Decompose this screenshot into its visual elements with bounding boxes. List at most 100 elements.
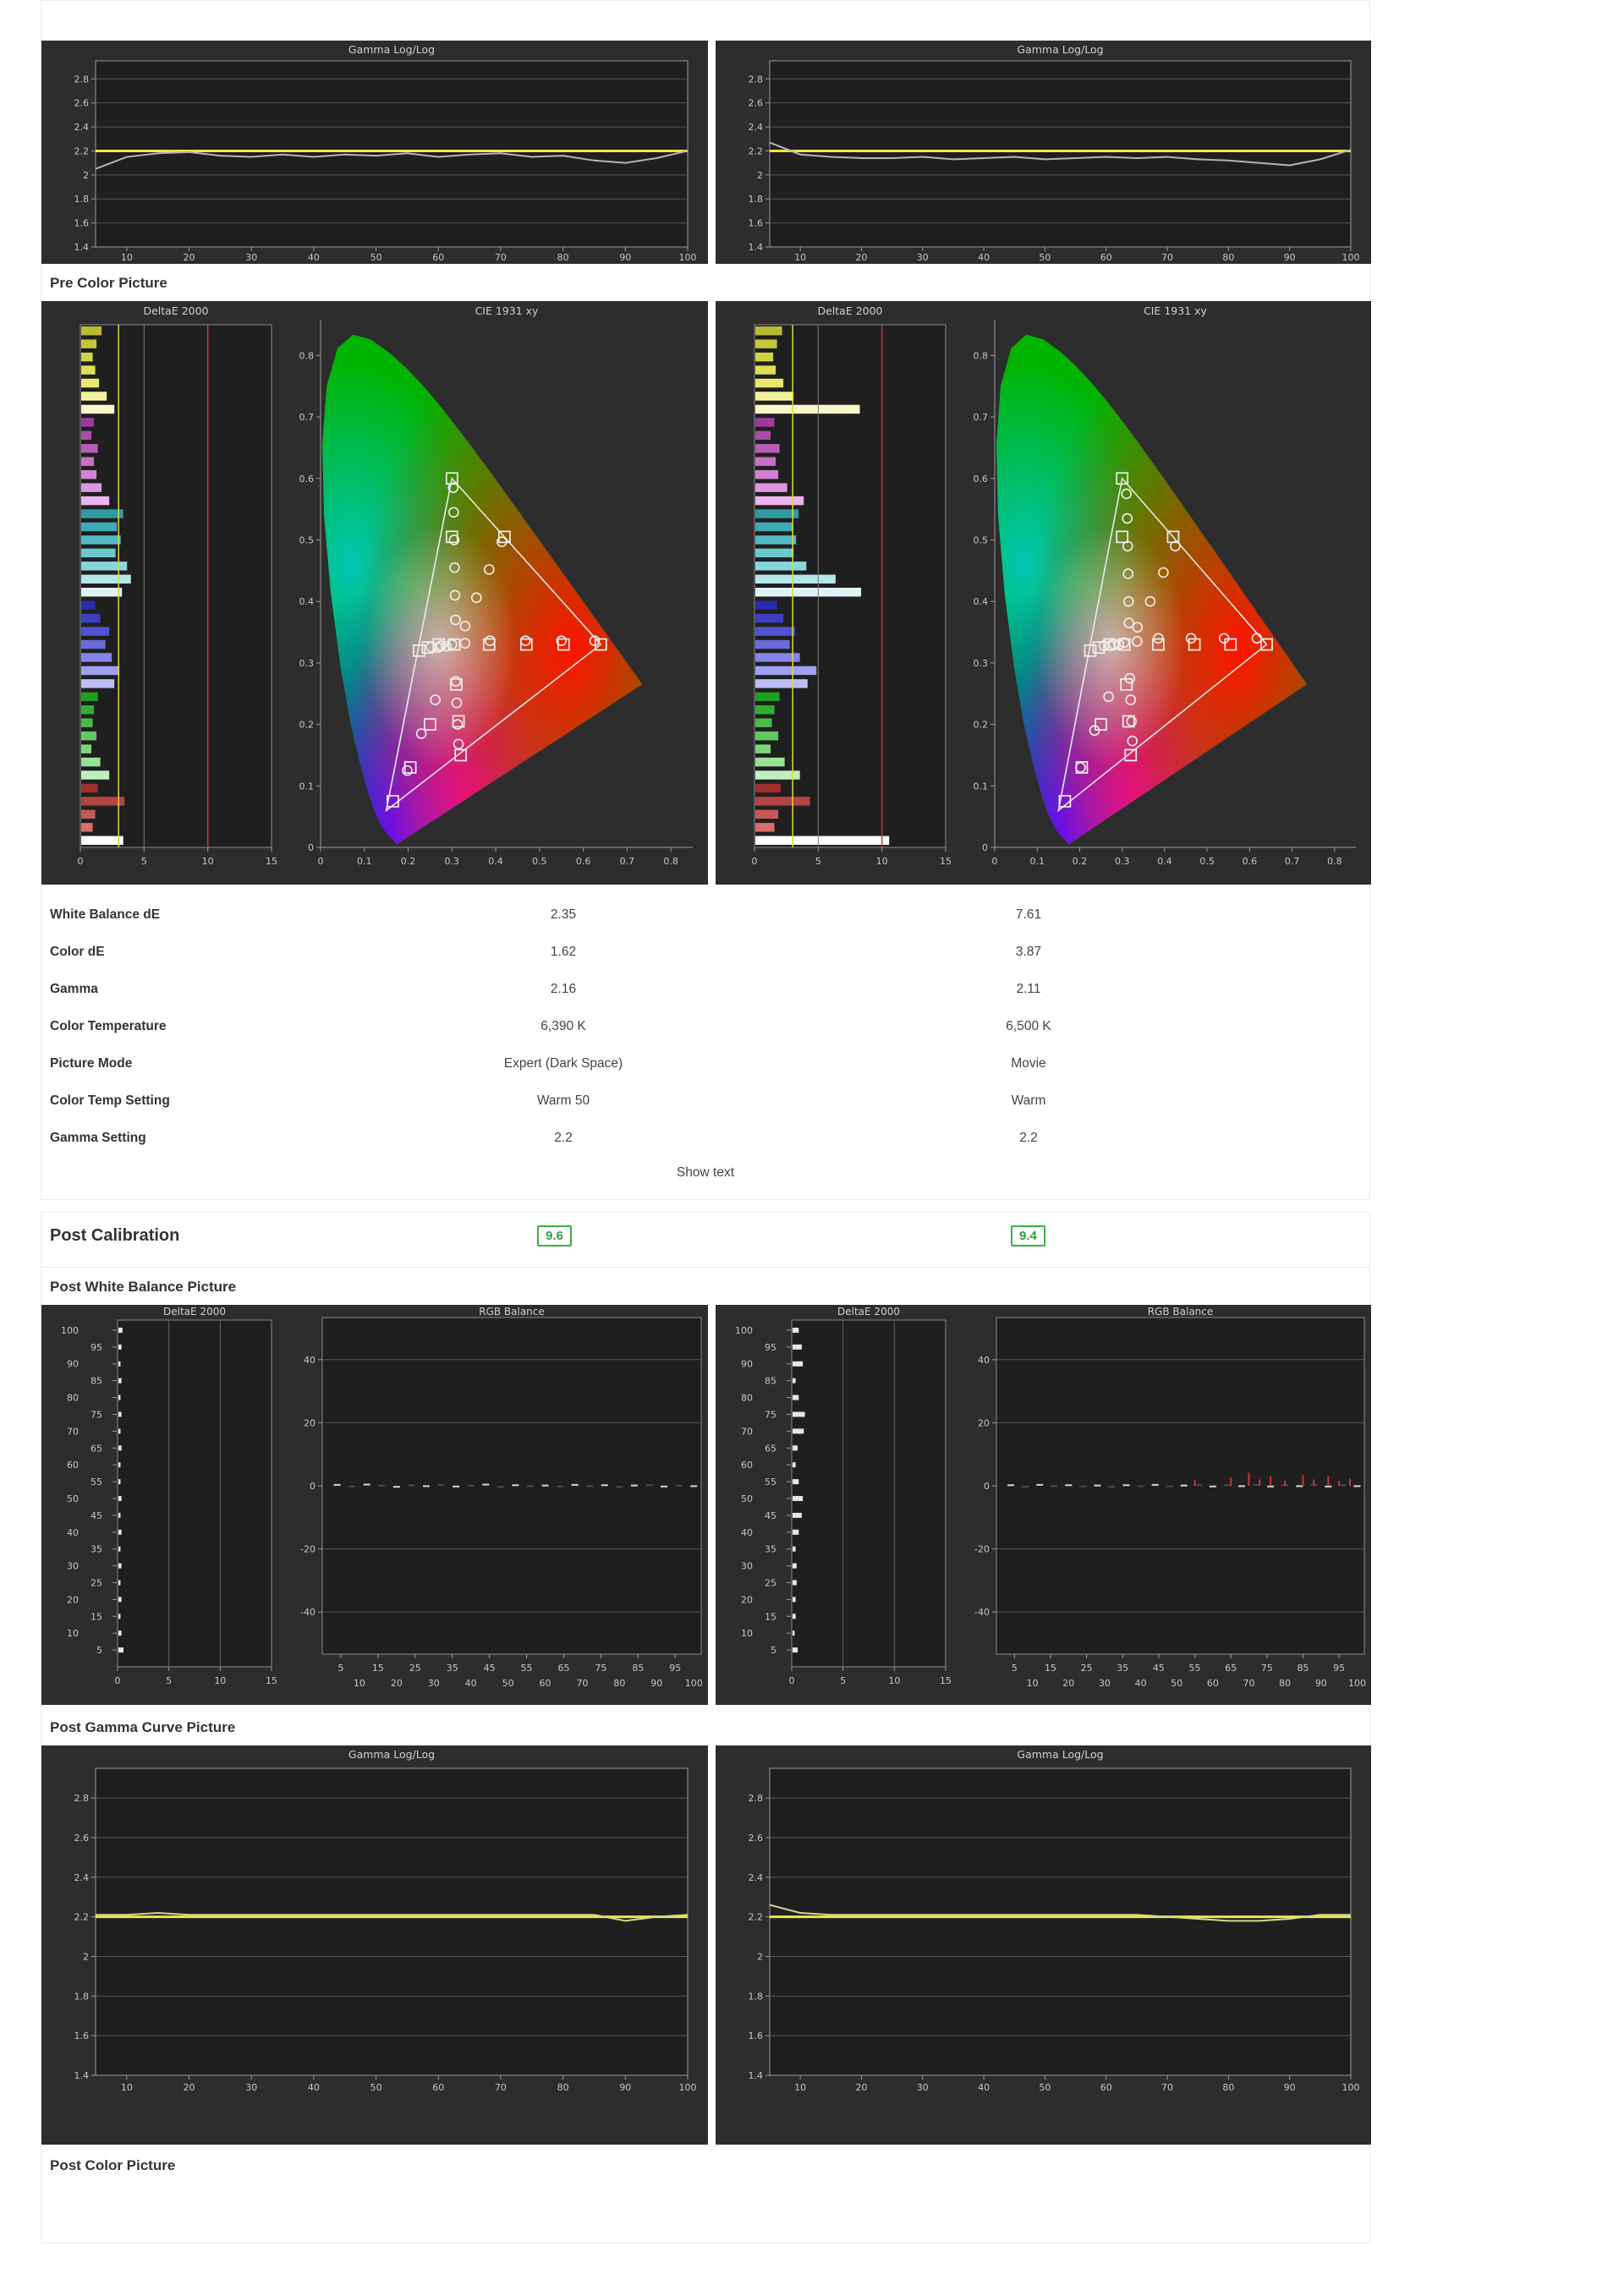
svg-text:DeltaE 2000: DeltaE 2000: [817, 304, 882, 317]
pre-color-row: DeltaE 2000 0 5 10 15 CIE 1931 xy 0.8 0.7 0.6 0.5…: [41, 301, 1371, 885]
row-value-right: 7.61: [1015, 907, 1042, 922]
post-calibration-card: Post Calibration 9.6 9.4 Post White Bala…: [41, 1212, 1371, 2244]
svg-text:55: 55: [521, 1663, 533, 1674]
svg-text:80: 80: [67, 1393, 79, 1404]
svg-text:15: 15: [940, 856, 952, 867]
svg-text:0.4: 0.4: [488, 856, 503, 867]
svg-text:0: 0: [984, 1481, 990, 1492]
post-gamma-chart-right: Gamma Log/Log 2.8 2.6 2.4 2.2 2 1.8 1.6 1.4 10 20 3…: [716, 1745, 1371, 2145]
post-gamma-chart-left: Gamma Log/Log 2.8 2.6 2.4 2.2 2 1.8 1.6 1.4 10 20 3…: [41, 1745, 708, 2145]
post-gamma-heading: Post Gamma Curve Picture: [50, 1719, 236, 1735]
svg-text:70: 70: [67, 1426, 79, 1437]
svg-text:10: 10: [214, 1675, 226, 1686]
svg-text:2.6: 2.6: [74, 1833, 90, 1844]
svg-text:0.5: 0.5: [974, 534, 989, 545]
svg-text:15: 15: [372, 1663, 384, 1674]
svg-text:0.5: 0.5: [532, 856, 547, 867]
svg-text:45: 45: [1153, 1663, 1165, 1674]
svg-text:100: 100: [1348, 1678, 1366, 1689]
table-row: Color Temp Setting Warm 50 Warm: [41, 1082, 1369, 1120]
svg-text:65: 65: [91, 1443, 102, 1454]
svg-text:25: 25: [1081, 1663, 1093, 1674]
svg-text:60: 60: [1207, 1678, 1219, 1689]
svg-text:2.2: 2.2: [74, 1912, 90, 1923]
svg-text:60: 60: [432, 252, 444, 263]
table-row: Gamma 2.16 2.11: [41, 971, 1369, 1008]
svg-text:30: 30: [917, 252, 929, 263]
svg-text:1.4: 1.4: [74, 2070, 90, 2081]
post-calibration-header: Post Calibration 9.6 9.4: [41, 1213, 1369, 1268]
table-row: Picture Mode Expert (Dark Space) Movie: [41, 1045, 1369, 1082]
svg-text:55: 55: [1189, 1663, 1201, 1674]
svg-text:50: 50: [370, 252, 382, 263]
svg-text:85: 85: [91, 1376, 102, 1387]
post-color-placeholder: [41, 2184, 1369, 2243]
score-badge-left: 9.6: [537, 1225, 572, 1247]
svg-text:80: 80: [613, 1678, 625, 1689]
svg-text:2.2: 2.2: [749, 1912, 764, 1923]
svg-text:1.8: 1.8: [749, 1991, 764, 2002]
svg-text:40: 40: [308, 252, 320, 263]
svg-text:75: 75: [595, 1663, 606, 1674]
svg-text:20: 20: [67, 1594, 79, 1605]
row-value-left: Warm 50: [536, 1093, 590, 1108]
gamma-log-log-chart: Gamma Log/Log 2.8 2.6 2.4 2.2 2 1.8 1.6 1.4 10 20 3…: [74, 43, 697, 263]
svg-text:30: 30: [67, 1561, 79, 1572]
svg-text:0.8: 0.8: [663, 856, 678, 867]
svg-text:95: 95: [765, 1342, 776, 1353]
svg-text:100: 100: [735, 1325, 753, 1336]
svg-text:0.6: 0.6: [1243, 856, 1258, 867]
svg-text:0: 0: [752, 856, 758, 867]
svg-text:-40: -40: [974, 1607, 990, 1618]
svg-text:0: 0: [78, 856, 84, 867]
row-value-right: 6,500 K: [1006, 1019, 1051, 1033]
svg-text:45: 45: [765, 1510, 776, 1521]
svg-text:10: 10: [741, 1628, 753, 1639]
svg-text:45: 45: [484, 1663, 496, 1674]
svg-text:75: 75: [91, 1409, 102, 1420]
deltae-rgb-balance-chart: DeltaE 200010095908580757065605550454035…: [735, 1306, 1366, 1689]
svg-text:70: 70: [576, 1678, 588, 1689]
svg-text:0.6: 0.6: [576, 856, 591, 867]
row-value-right: 2.2: [1019, 1131, 1038, 1145]
svg-text:5: 5: [337, 1663, 343, 1674]
row-label: Gamma Setting: [50, 1131, 146, 1145]
svg-text:50: 50: [741, 1493, 753, 1504]
svg-text:100: 100: [1342, 2082, 1360, 2093]
svg-text:2: 2: [83, 170, 89, 181]
svg-text:5: 5: [1012, 1663, 1018, 1674]
row-label: Color Temp Setting: [50, 1093, 170, 1108]
svg-text:-20: -20: [974, 1544, 990, 1555]
svg-text:55: 55: [91, 1477, 102, 1488]
svg-text:70: 70: [1243, 1678, 1255, 1689]
svg-text:-40: -40: [300, 1607, 315, 1618]
svg-text:0.3: 0.3: [299, 658, 315, 669]
row-value-right: Warm: [1011, 1093, 1046, 1108]
svg-text:70: 70: [741, 1426, 753, 1437]
svg-text:20: 20: [1062, 1678, 1074, 1689]
svg-text:25: 25: [91, 1577, 102, 1588]
svg-text:50: 50: [1039, 252, 1051, 263]
deltae-cie-chart: DeltaE 2000 0 5 10 15 CIE 1931 xy 0.8 0.7 0.6 0.5…: [78, 304, 693, 867]
svg-text:60: 60: [67, 1460, 79, 1471]
svg-text:70: 70: [1161, 252, 1173, 263]
svg-text:15: 15: [266, 856, 277, 867]
svg-text:Gamma Log/Log: Gamma Log/Log: [348, 1748, 435, 1761]
svg-text:80: 80: [1222, 252, 1234, 263]
svg-text:5: 5: [815, 856, 821, 867]
svg-text:50: 50: [67, 1493, 79, 1504]
svg-text:80: 80: [741, 1393, 753, 1404]
svg-text:0.3: 0.3: [1115, 856, 1130, 867]
table-row: White Balance dE 2.35 7.61: [41, 896, 1369, 934]
svg-text:65: 65: [765, 1443, 776, 1454]
svg-text:70: 70: [495, 252, 507, 263]
table-row: Gamma Setting 2.2 2.2: [41, 1120, 1369, 1157]
row-value-left: 6,390 K: [540, 1019, 586, 1033]
svg-text:0.5: 0.5: [1199, 856, 1215, 867]
svg-text:100: 100: [685, 1678, 703, 1689]
svg-text:90: 90: [1284, 2082, 1296, 2093]
svg-text:90: 90: [741, 1359, 753, 1370]
show-text-link[interactable]: Show text: [676, 1165, 735, 1180]
svg-text:80: 80: [557, 252, 569, 263]
svg-text:5: 5: [840, 1675, 846, 1686]
